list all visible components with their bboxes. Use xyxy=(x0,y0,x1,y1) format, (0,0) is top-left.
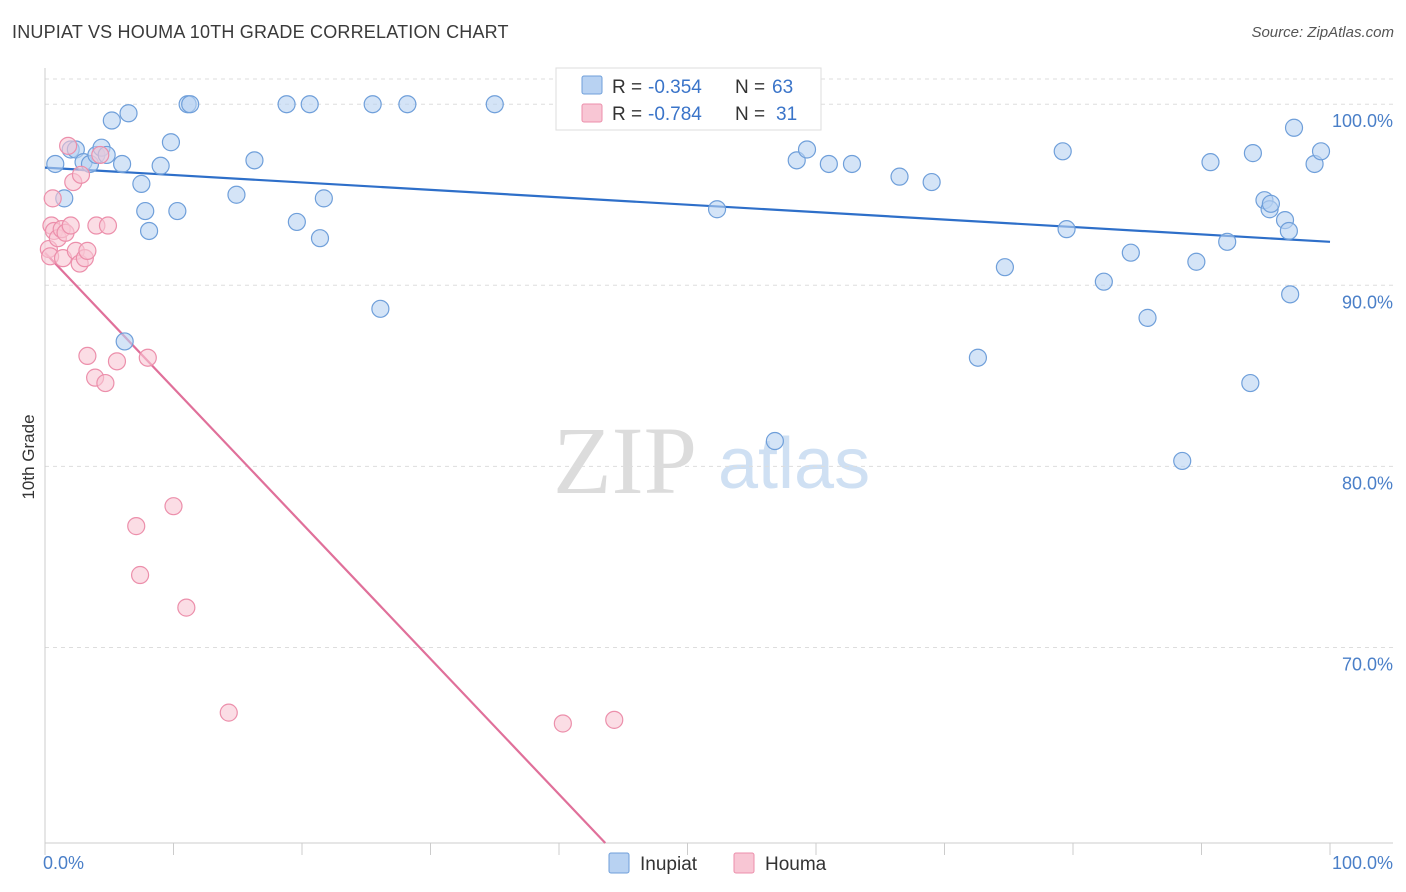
inupiat-point-22 xyxy=(245,151,264,170)
inupiat-point-41 xyxy=(968,348,988,367)
inupiat-point-33 xyxy=(765,431,784,451)
houma-point-10 xyxy=(61,216,80,235)
inupiat-point-42 xyxy=(995,258,1014,277)
inupiat-point-13 xyxy=(132,174,151,193)
legend-inupiat-r-label: R = xyxy=(612,77,642,98)
inupiat-point-12 xyxy=(115,332,134,351)
y-tick-labels: 70.0% 80.0% 90.0% 100.0% xyxy=(1332,111,1393,674)
houma-trend-line xyxy=(44,251,607,844)
y-tick-label-90: 90.0% xyxy=(1342,292,1393,312)
bottom-legend-houma-swatch xyxy=(733,852,755,874)
legend-houma-r-label: R = xyxy=(612,104,642,125)
inupiat-point-43 xyxy=(1053,142,1072,161)
inupiat-point-37 xyxy=(819,154,838,174)
legend-inupiat-n-label: N = xyxy=(735,77,765,98)
houma-point-13 xyxy=(71,165,91,184)
inupiat-point-17 xyxy=(161,133,181,152)
inupiat-point-14 xyxy=(136,201,155,221)
inupiat-point-11 xyxy=(119,104,138,123)
inupiat-point-29 xyxy=(371,299,390,318)
houma-point-31 xyxy=(605,710,624,729)
houma-point-27 xyxy=(164,497,183,516)
houma-point-16 xyxy=(78,241,97,260)
inupiat-point-26 xyxy=(310,229,330,248)
inupiat-point-47 xyxy=(1138,308,1157,327)
inupiat-point-51 xyxy=(1218,232,1237,251)
inupiat-point-0 xyxy=(46,154,65,174)
houma-point-22 xyxy=(96,373,115,393)
inupiat-point-34 xyxy=(707,200,727,219)
houma-point-30 xyxy=(553,714,572,733)
inupiat-point-46 xyxy=(1121,243,1140,262)
bottom-legend: Inupiat Houma xyxy=(608,852,827,875)
legend-houma-n-label: N = xyxy=(735,104,765,125)
chart-title: INUPIAT VS HOUMA 10TH GRADE CORRELATION … xyxy=(12,22,509,42)
inupiat-point-59 xyxy=(1284,118,1304,137)
legend-houma-swatch xyxy=(581,103,603,123)
inupiat-point-21 xyxy=(227,185,246,204)
houma-point-3 xyxy=(43,189,62,208)
inupiat-point-18 xyxy=(168,201,187,221)
houma-point-23 xyxy=(107,352,127,371)
inupiat-point-30 xyxy=(398,95,417,114)
legend-houma-r-value: -0.784 xyxy=(648,104,702,125)
inupiat-point-28 xyxy=(363,95,382,114)
inupiat-point-10 xyxy=(112,154,132,174)
inupiat-point-45 xyxy=(1094,272,1113,291)
legend-inupiat-r-value: -0.354 xyxy=(648,77,702,98)
legend-inupiat-swatch xyxy=(581,75,603,95)
watermark-zip: ZIP xyxy=(553,407,697,514)
x-tick-label-min: 0.0% xyxy=(43,853,84,873)
inupiat-point-20 xyxy=(181,95,200,114)
inupiat-point-62 xyxy=(1279,221,1298,241)
inupiat-trend-line xyxy=(44,166,1331,243)
bottom-legend-inupiat-swatch xyxy=(608,852,630,874)
inupiat-point-15 xyxy=(139,221,159,241)
y-axis-label: 10th Grade xyxy=(19,414,38,499)
y-tick-label-100: 100.0% xyxy=(1332,111,1393,131)
inupiat-point-38 xyxy=(842,154,862,174)
inupiat-point-36 xyxy=(797,140,817,159)
houma-point-24 xyxy=(138,348,157,367)
houma-point-18 xyxy=(91,145,110,165)
legend-box: R = -0.354 N = 63 R = -0.784 N = 31 xyxy=(555,67,822,131)
inupiat-point-16 xyxy=(151,156,170,175)
houma-point-25 xyxy=(127,517,146,536)
inupiat-point-39 xyxy=(890,167,909,186)
trend-lines xyxy=(44,166,1331,844)
inupiat-point-50 xyxy=(1201,153,1220,172)
inupiat-point-44 xyxy=(1057,220,1076,239)
x-tick-label-max: 100.0% xyxy=(1332,853,1393,873)
source-label: Source: ZipAtlas.com xyxy=(1251,24,1394,41)
watermark-atlas: atlas xyxy=(718,424,870,504)
y-tick-label-70: 70.0% xyxy=(1342,654,1393,674)
inupiat-point-24 xyxy=(287,212,306,232)
inupiat-point-61 xyxy=(1311,142,1331,161)
inupiat-point-48 xyxy=(1173,451,1192,471)
houma-point-9 xyxy=(59,136,78,155)
legend-houma-n-value: 31 xyxy=(776,104,797,125)
houma-point-20 xyxy=(78,346,97,366)
inupiat-point-58 xyxy=(1281,285,1300,304)
bottom-legend-inupiat-label: Inupiat xyxy=(640,854,698,875)
inupiat-point-25 xyxy=(300,95,319,114)
inupiat-point-56 xyxy=(1261,194,1280,213)
inupiat-point-9 xyxy=(102,111,121,130)
houma-point-28 xyxy=(177,598,196,617)
bottom-legend-houma-label: Houma xyxy=(765,854,827,875)
inupiat-point-23 xyxy=(277,95,296,114)
inupiat-point-40 xyxy=(922,172,941,192)
inupiat-point-53 xyxy=(1243,144,1263,163)
y-tick-label-80: 80.0% xyxy=(1342,473,1393,493)
legend-inupiat-n-value: 63 xyxy=(772,77,793,98)
houma-point-19 xyxy=(98,216,118,235)
houma-point-29 xyxy=(219,703,238,722)
inupiat-point-27 xyxy=(314,189,333,208)
inupiat-point-31 xyxy=(485,95,504,114)
inupiat-point-52 xyxy=(1241,373,1260,393)
inupiat-point-49 xyxy=(1187,252,1206,271)
houma-point-26 xyxy=(130,565,150,585)
